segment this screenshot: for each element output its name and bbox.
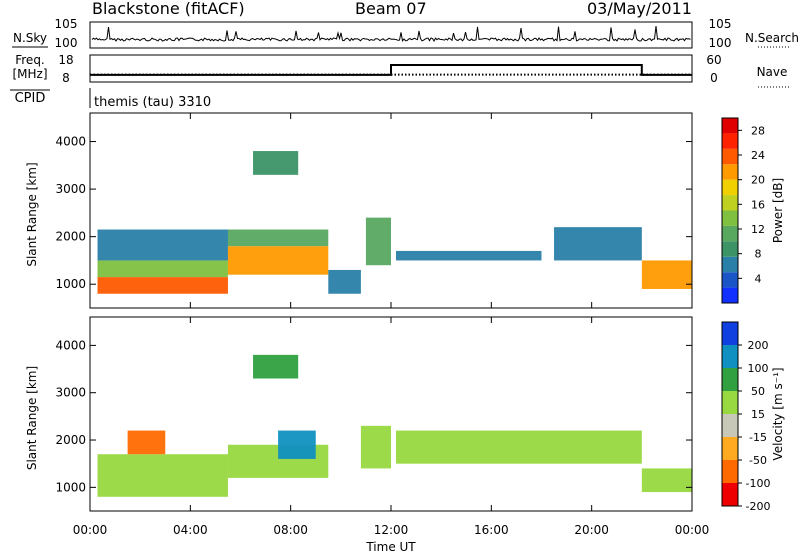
x-tick-label-3: 12:00 — [374, 523, 409, 537]
power-region-0 — [97, 277, 228, 294]
power-region-2 — [97, 229, 228, 261]
velocity-region-7 — [641, 468, 692, 493]
freq-unit-label: [MHz] — [12, 67, 47, 81]
noise-sky-series — [91, 26, 691, 43]
x-tick-label-5: 20:00 — [574, 523, 609, 537]
velocity-ylabel: Slant Range [km] — [25, 366, 39, 470]
power-region-7 — [365, 217, 391, 266]
velocity-colorbar-tick-2: 50 — [751, 385, 765, 398]
power-region-10 — [641, 260, 692, 289]
velocity-colorbar-tick-0: 200 — [748, 339, 769, 352]
velocity-colorbar-tick-6: -100 — [746, 477, 771, 490]
power-ytick-2: 3000 — [55, 182, 86, 196]
velocity-region-6 — [396, 430, 642, 464]
velocity-colorbar-tick-7: -200 — [746, 500, 771, 513]
power-ytick-1: 2000 — [55, 230, 86, 244]
noise-panel-frame — [89, 21, 693, 49]
velocity-region-1 — [127, 430, 166, 455]
power-colorbar-segment-3 — [722, 241, 738, 257]
x-tick-label-4: 16:00 — [474, 523, 509, 537]
power-region-1 — [97, 260, 228, 278]
power-colorbar-frame — [721, 117, 739, 304]
power-colorbar-segment-11 — [722, 118, 738, 134]
nave-ytick-top: 60 — [706, 53, 721, 67]
power-region-3 — [227, 246, 329, 275]
power-colorbar-label: Power [dB] — [771, 178, 785, 243]
power-colorbar-tick-0: 4 — [755, 272, 762, 285]
velocity-colorbar-segment-0 — [722, 483, 738, 506]
freq-label: Freq. — [15, 53, 45, 67]
velocity-colorbar-label: Velocity [m s⁻¹] — [771, 367, 785, 460]
nave-label: Nave — [757, 65, 788, 79]
x-tick-label-6: 00:00 — [675, 523, 710, 537]
nsearch-label: N.Search — [745, 31, 799, 45]
velocity-region-3 — [278, 430, 316, 459]
power-colorbar-tick-6: 28 — [751, 124, 765, 137]
velocity-region-4 — [253, 354, 299, 379]
velocity-region-5 — [360, 425, 391, 469]
noise-y2tick-top: 105 — [709, 17, 732, 31]
freq-ytick-top: 18 — [58, 53, 73, 67]
velocity-colorbar-segment-3 — [722, 414, 738, 437]
power-colorbar-segment-2 — [722, 256, 738, 273]
cpid-label: CPID — [15, 91, 46, 106]
x-tick-label-0: 00:00 — [73, 523, 108, 537]
power-colorbar-tick-2: 12 — [751, 223, 765, 236]
velocity-region-0 — [97, 454, 228, 497]
noise-ytick-bottom: 100 — [55, 36, 78, 50]
power-region-6 — [253, 151, 299, 175]
power-colorbar-tick-3: 16 — [751, 198, 765, 211]
power-region-8 — [396, 250, 542, 261]
velocity-ytick-1: 2000 — [55, 433, 86, 447]
power-ylabel: Slant Range [km] — [25, 162, 39, 266]
velocity-colorbar-segment-1 — [722, 460, 738, 483]
noise-ytick-top: 105 — [55, 17, 78, 31]
power-colorbar-segment-7 — [722, 179, 738, 196]
velocity-colorbar-tick-3: 15 — [751, 408, 765, 421]
velocity-ytick-3: 4000 — [55, 338, 86, 352]
power-colorbar-segment-8 — [722, 164, 738, 180]
power-colorbar-segment-10 — [722, 133, 738, 149]
velocity-colorbar-segment-4 — [722, 391, 738, 414]
cpid-value: themis (tau) 3310 — [94, 95, 211, 110]
power-colorbar-tick-1: 8 — [755, 248, 762, 261]
velocity-colorbar-tick-4: -15 — [749, 431, 767, 444]
power-colorbar-segment-9 — [722, 148, 738, 165]
freq-panel-frame — [89, 54, 693, 83]
beam-label: Beam 07 — [355, 0, 427, 18]
freq-series — [90, 64, 692, 76]
freq-ytick-bottom: 8 — [62, 71, 70, 85]
velocity-ytick-2: 3000 — [55, 386, 86, 400]
chart-title: Blackstone (fitACF) — [92, 0, 245, 18]
power-colorbar-segment-6 — [722, 195, 738, 211]
noise-y2tick-bottom: 100 — [709, 36, 732, 50]
velocity-colorbar-segment-6 — [722, 345, 738, 368]
power-ytick-0: 1000 — [55, 277, 86, 291]
power-region-4 — [227, 229, 329, 247]
power-region-9 — [554, 227, 642, 261]
power-colorbar-segment-4 — [722, 225, 738, 242]
power-colorbar-tick-5: 24 — [751, 149, 765, 162]
x-axis-label: Time UT — [365, 540, 416, 554]
power-colorbar-segment-1 — [722, 272, 738, 288]
nave-ytick-bottom: 0 — [710, 71, 718, 85]
date-label: 03/May/2011 — [587, 0, 692, 18]
velocity-colorbar-segment-5 — [722, 368, 738, 391]
nsky-label: N.Sky — [13, 31, 47, 45]
x-tick-label-2: 08:00 — [273, 523, 308, 537]
velocity-colorbar-segment-7 — [722, 322, 738, 345]
velocity-colorbar-tick-1: 100 — [748, 362, 769, 375]
power-colorbar-segment-0 — [722, 287, 738, 303]
power-colorbar-tick-4: 20 — [751, 174, 765, 187]
power-region-5 — [328, 269, 361, 294]
x-tick-label-1: 04:00 — [173, 523, 208, 537]
power-ytick-3: 4000 — [55, 135, 86, 149]
power-colorbar-segment-5 — [722, 210, 738, 226]
velocity-ytick-0: 1000 — [55, 480, 86, 494]
velocity-colorbar-tick-5: -50 — [749, 454, 767, 467]
velocity-colorbar-segment-2 — [722, 437, 738, 460]
